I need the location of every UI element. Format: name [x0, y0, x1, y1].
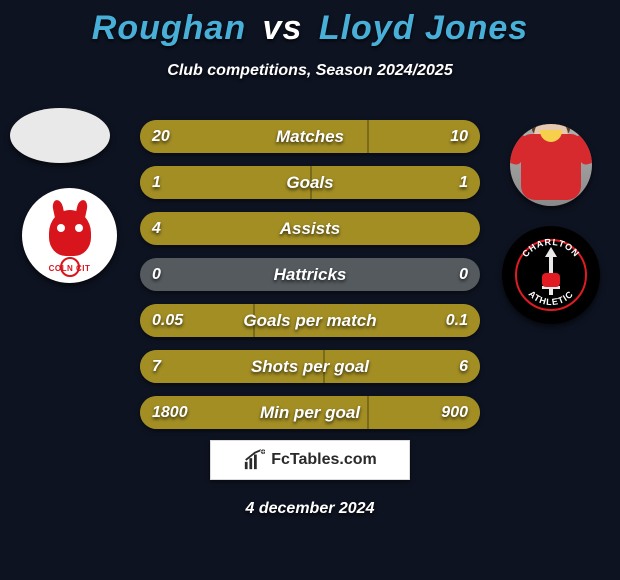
stat-row: 2010Matches — [140, 120, 480, 153]
charlton-crest-icon: CHARLTON ATHLETIC — [509, 233, 593, 317]
subtitle: Club competitions, Season 2024/2025 — [0, 62, 620, 80]
lincoln-crest-text: COLN CIT — [35, 264, 105, 273]
player2-name: Lloyd Jones — [319, 9, 528, 47]
stat-label: Assists — [140, 212, 480, 245]
lincoln-city-crest-icon: COLN CIT — [35, 201, 105, 271]
stat-label: Hattricks — [140, 258, 480, 291]
stat-label: Matches — [140, 120, 480, 153]
fctables-label: FcTables.com — [271, 451, 377, 469]
stat-label: Min per goal — [140, 396, 480, 429]
stat-label: Goals — [140, 166, 480, 199]
stat-label: Goals per match — [140, 304, 480, 337]
fctables-badge[interactable]: FcTables.com — [210, 440, 410, 480]
player1-avatar — [10, 108, 110, 163]
stats-bars: 2010Matches 11Goals 4Assists 00Hattricks 0.0… — [140, 120, 480, 442]
fctables-logo-icon — [243, 449, 265, 471]
stat-row: 00Hattricks — [140, 258, 480, 291]
stat-row: 11Goals — [140, 166, 480, 199]
footer-date: 4 december 2024 — [0, 500, 620, 518]
player1-club-crest: COLN CIT — [22, 188, 117, 283]
player2-avatar — [510, 124, 592, 206]
vs-separator: vs — [263, 9, 303, 47]
stat-row: 1800900Min per goal — [140, 396, 480, 429]
stat-label: Shots per goal — [140, 350, 480, 383]
player1-name: Roughan — [92, 9, 246, 47]
player2-club-crest: CHARLTON ATHLETIC — [502, 226, 600, 324]
comparison-title: Roughan vs Lloyd Jones — [0, 0, 620, 48]
stat-row: 4Assists — [140, 212, 480, 245]
stat-row: 76Shots per goal — [140, 350, 480, 383]
stat-row: 0.050.1Goals per match — [140, 304, 480, 337]
